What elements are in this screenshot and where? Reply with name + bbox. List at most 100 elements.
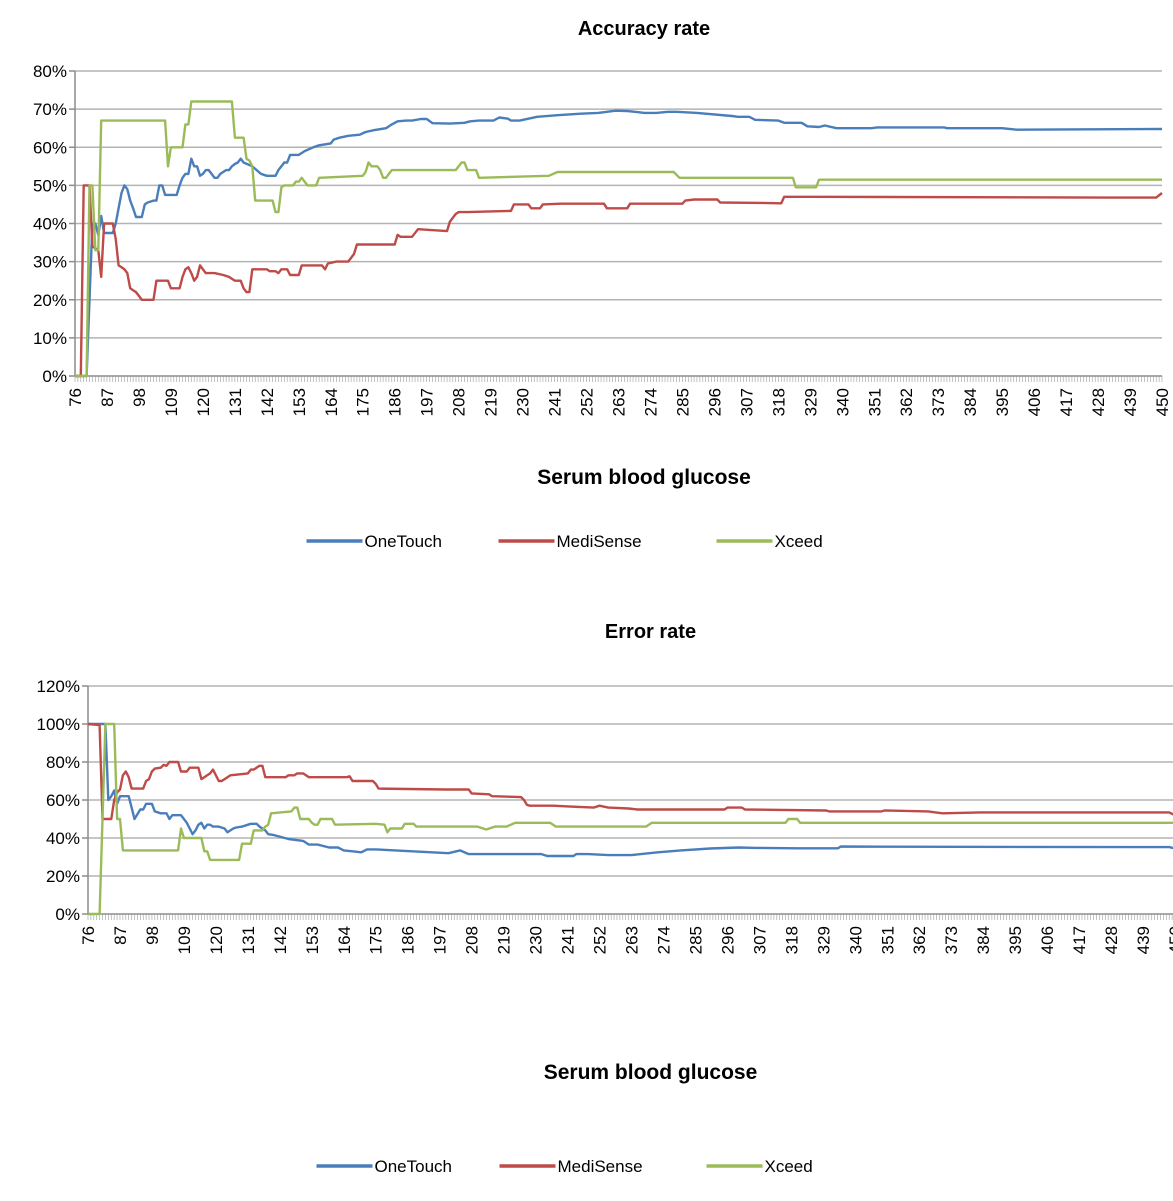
legend-item-medisense: MediSense xyxy=(499,1157,643,1176)
x-tick-label: 120 xyxy=(207,926,226,954)
legend-item-onetouch: OneTouch xyxy=(316,1157,452,1176)
x-tick-label: 439 xyxy=(1121,388,1140,416)
x-tick-label: 428 xyxy=(1089,388,1108,416)
x-tick-label: 131 xyxy=(226,388,245,416)
legend-item-medisense: MediSense xyxy=(498,532,642,551)
x-tick-label: 318 xyxy=(782,926,801,954)
legend: OneTouch MediSense Xceed xyxy=(306,532,823,551)
x-tick-label: 307 xyxy=(737,388,756,416)
x-tick-label: 296 xyxy=(705,388,724,416)
x-tick-label: 164 xyxy=(335,926,354,954)
x-tick-label: 285 xyxy=(673,388,692,416)
series-line-medisense xyxy=(75,184,1163,378)
y-tick-label: 100% xyxy=(37,715,80,734)
x-tick-label: 351 xyxy=(865,388,884,416)
y-tick-label: 40% xyxy=(46,829,80,848)
legend: OneTouch MediSense Xceed xyxy=(316,1157,813,1176)
x-tick-label: 318 xyxy=(769,388,788,416)
x-tick-label: 153 xyxy=(303,926,322,954)
series-line-onetouch xyxy=(88,722,1173,858)
x-tick-label: 384 xyxy=(961,388,980,416)
x-tick-label: 241 xyxy=(546,388,565,416)
legend-label: MediSense xyxy=(557,532,642,551)
x-tick-label: 230 xyxy=(527,926,546,954)
x-tick-label: 395 xyxy=(1006,926,1025,954)
x-tick-label: 142 xyxy=(271,926,290,954)
y-tick-label: 0% xyxy=(42,367,67,386)
y-tick-label: 40% xyxy=(33,215,67,234)
x-tick-label: 197 xyxy=(418,388,437,416)
legend-label: Xceed xyxy=(765,1157,813,1176)
x-tick-label: 274 xyxy=(641,388,660,416)
y-tick-label: 20% xyxy=(46,867,80,886)
y-tick-label: 60% xyxy=(46,791,80,810)
y-tick-label: 0% xyxy=(55,905,80,924)
x-tick-label: 395 xyxy=(993,388,1012,416)
x-tick-label: 142 xyxy=(258,388,277,416)
legend-item-xceed: Xceed xyxy=(706,1157,813,1176)
x-tick-label: 186 xyxy=(399,926,418,954)
x-tick-label: 230 xyxy=(514,388,533,416)
x-tick-label: 252 xyxy=(578,388,597,416)
y-tick-label: 50% xyxy=(33,176,67,195)
x-tick-label: 98 xyxy=(130,388,149,407)
x-tick-label: 373 xyxy=(942,926,961,954)
y-tick-label: 120% xyxy=(37,677,80,696)
x-tick-label: 175 xyxy=(367,926,386,954)
x-tick-label: 329 xyxy=(814,926,833,954)
series-line-xceed xyxy=(75,100,1162,378)
x-tick-label: 98 xyxy=(143,926,162,945)
x-tick-label: 417 xyxy=(1070,926,1089,954)
series-line-xceed xyxy=(88,722,1173,916)
x-tick-label: 428 xyxy=(1102,926,1121,954)
x-tick-label: 373 xyxy=(929,388,948,416)
y-tick-label: 20% xyxy=(33,291,67,310)
x-tick-label: 87 xyxy=(98,388,117,407)
x-tick-label: 153 xyxy=(290,388,309,416)
y-tick-label: 30% xyxy=(33,253,67,272)
series-line-onetouch xyxy=(75,109,1163,378)
x-tick-label: 384 xyxy=(974,926,993,954)
legend-label: Xceed xyxy=(775,532,823,551)
x-tick-label: 131 xyxy=(239,926,258,954)
y-tick-label: 80% xyxy=(46,753,80,772)
x-tick-label: 274 xyxy=(654,926,673,954)
x-tick-label: 296 xyxy=(718,926,737,954)
x-tick-label: 120 xyxy=(194,388,213,416)
chart-error-rate: Error rate 0% 20% 40% 60% 80% 100% 120% 76 87 98 10… xyxy=(37,621,1173,1176)
x-axis-title: Serum blood glucose xyxy=(544,1061,758,1084)
legend-label: OneTouch xyxy=(365,532,443,551)
x-tick-label: 164 xyxy=(322,388,341,416)
x-tick-label: 241 xyxy=(559,926,578,954)
x-tick-label: 76 xyxy=(79,926,98,945)
x-tick-label: 109 xyxy=(162,388,181,416)
x-tick-label: 219 xyxy=(482,388,501,416)
x-tick-label: 208 xyxy=(463,926,482,954)
x-tick-label: 362 xyxy=(897,388,916,416)
chart-title: Accuracy rate xyxy=(578,18,710,40)
x-tick-label: 175 xyxy=(354,388,373,416)
x-tick-label: 450 xyxy=(1153,388,1172,416)
x-tick-label: 307 xyxy=(750,926,769,954)
x-tick-label: 362 xyxy=(910,926,929,954)
y-tick-label: 10% xyxy=(33,329,67,348)
chart-title: Error rate xyxy=(605,621,696,643)
legend-item-xceed: Xceed xyxy=(716,532,823,551)
x-tick-label: 406 xyxy=(1038,926,1057,954)
x-tick-label: 263 xyxy=(623,926,642,954)
legend-label: MediSense xyxy=(558,1157,643,1176)
y-tick-label: 80% xyxy=(33,62,67,81)
x-tick-label: 76 xyxy=(66,388,85,407)
x-tick-label: 450 xyxy=(1166,926,1173,954)
x-tick-label: 219 xyxy=(495,926,514,954)
x-tick-label: 197 xyxy=(431,926,450,954)
x-tick-label: 340 xyxy=(846,926,865,954)
x-tick-label: 406 xyxy=(1025,388,1044,416)
x-tick-label: 109 xyxy=(175,926,194,954)
x-tick-label: 186 xyxy=(386,388,405,416)
x-tick-label: 417 xyxy=(1057,388,1076,416)
x-tick-label: 351 xyxy=(878,926,897,954)
x-axis-title: Serum blood glucose xyxy=(537,466,751,489)
